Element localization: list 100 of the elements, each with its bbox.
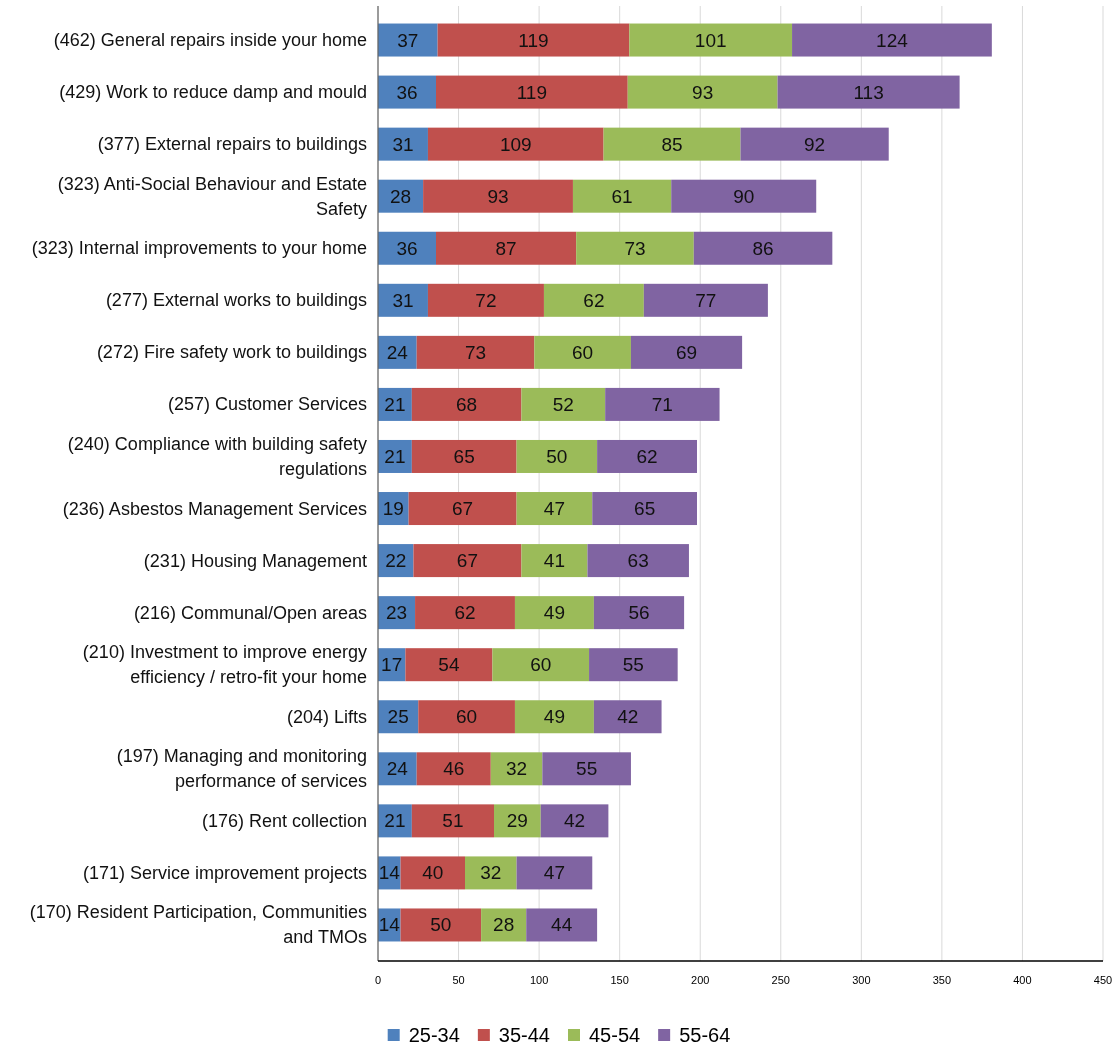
data-label: 61 [611,185,633,207]
bar [378,75,436,109]
data-label: 60 [530,654,552,676]
data-label: 14 [378,862,401,884]
bar [490,752,543,786]
legend-label: 55-64 [679,1024,731,1046]
data-label: 32 [505,758,528,780]
data-label: 40 [422,862,444,884]
bar [427,283,544,317]
bar [378,23,438,57]
x-tick-label: 0 [374,974,382,986]
data-label: 119 [516,81,548,103]
data-label: 63 [627,550,649,572]
y-tick-label: (240) Compliance with building safety regulations [67,433,367,479]
y-tick-label: (171) Service improvement projects [82,862,367,883]
y-tick-label: (257) Customer Services [167,394,367,415]
data-label: 85 [661,133,683,155]
data-label: 32 [480,862,502,884]
x-tick-label: 150 [610,974,629,986]
bar [405,648,493,682]
x-tick-label: 450 [1093,974,1113,986]
data-label: 50 [546,445,568,467]
bar [629,23,793,57]
data-label: 55 [576,758,598,780]
bar [378,283,428,317]
data-label: 65 [453,445,475,467]
data-label: 67 [452,498,474,520]
y-tick-label: (176) Rent collection [201,810,367,831]
bar [514,700,594,734]
bar [521,544,588,578]
data-label: 56 [628,602,650,624]
data-label: 92 [804,133,826,155]
data-label: 109 [499,133,532,155]
bar [413,544,522,578]
data-label: 71 [651,393,673,415]
bar [587,544,689,578]
bar [597,439,697,473]
y-tick-label: (323) Internal improvements to your home [31,238,367,259]
bar [540,804,609,838]
data-label: 52 [552,393,574,415]
legend-label: 25-34 [408,1024,460,1046]
bar [400,856,465,890]
data-label: 77 [695,289,717,311]
x-tick-label: 300 [852,974,871,986]
data-label: 37 [397,29,419,51]
y-tick-label: (236) Asbestos Management Services [62,498,367,519]
x-tick-label: 100 [529,974,549,986]
data-label: 47 [543,862,565,884]
x-tick-label: 400 [1013,974,1032,986]
data-label: 42 [563,810,586,832]
data-label: 44 [551,914,573,936]
data-label: 72 [475,289,497,311]
bar [627,75,778,109]
bar [415,596,515,630]
bar [521,387,606,421]
data-label: 14 [378,914,401,936]
data-label: 47 [543,498,565,520]
data-label: 46 [443,758,465,780]
bar [593,596,685,630]
data-label: 49 [543,706,565,728]
data-label: 55 [622,654,644,676]
data-label: 23 [385,602,408,624]
data-label: 69 [675,341,698,363]
data-label: 22 [385,550,407,572]
bar [436,231,577,265]
data-label: 119 [518,29,549,51]
y-tick-label: (197) Managing and monitoring performance of services [116,746,367,792]
bar [740,127,889,161]
y-tick-label: (204) Lifts [286,706,367,727]
x-tick-label: 250 [771,974,790,986]
x-tick-label: 350 [932,974,952,986]
bar [378,231,436,265]
bar [605,387,720,421]
data-label: 42 [617,706,639,728]
bar [494,804,541,838]
bar [603,127,741,161]
bar [777,75,960,109]
x-tick-label: 50 [452,974,465,986]
y-tick-label: (377) External repairs to buildings [97,134,367,155]
data-label: 60 [456,706,478,728]
y-tick-label: (323) Anti-Social Behaviour and Estate Safety [57,173,367,219]
data-label: 90 [733,185,755,207]
data-label: 25 [387,706,409,728]
data-label: 65 [634,498,656,520]
data-label: 31 [392,289,414,311]
bar [436,75,628,109]
data-label: 60 [572,341,594,363]
bar [643,283,768,317]
bar [589,648,678,682]
bar [542,752,631,786]
bar [514,596,594,630]
bar [630,335,743,369]
bar [427,127,604,161]
bar [416,335,535,369]
data-label: 21 [384,393,406,415]
data-label: 28 [389,185,412,207]
data-label: 73 [624,237,646,259]
data-label: 113 [853,81,884,103]
bar [572,179,672,213]
bar [437,23,630,57]
